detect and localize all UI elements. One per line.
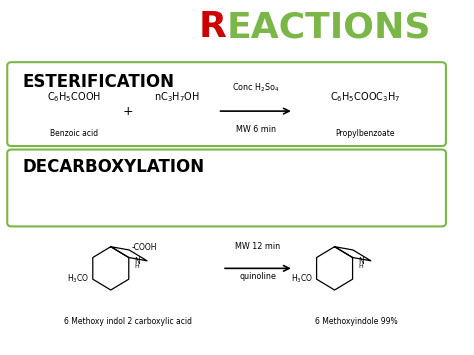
Text: +: + — [123, 105, 133, 118]
Text: ESTERIFICATION: ESTERIFICATION — [23, 73, 175, 91]
Text: 6 Methoxyindole 99%: 6 Methoxyindole 99% — [315, 317, 398, 326]
Text: C$_6$H$_5$COOH: C$_6$H$_5$COOH — [47, 90, 101, 104]
Text: MW 12 min: MW 12 min — [236, 242, 281, 251]
Text: DECARBOXYLATION: DECARBOXYLATION — [23, 158, 205, 176]
FancyBboxPatch shape — [7, 62, 446, 146]
Text: H$_3$CO: H$_3$CO — [67, 273, 90, 285]
FancyBboxPatch shape — [7, 149, 446, 226]
Text: Conc H$_2$So$_4$: Conc H$_2$So$_4$ — [232, 81, 280, 94]
Text: quinoline: quinoline — [239, 272, 276, 281]
Text: R: R — [199, 10, 227, 44]
Text: H$_3$CO: H$_3$CO — [291, 273, 313, 285]
Text: H: H — [358, 264, 363, 269]
Text: -COOH: -COOH — [131, 243, 156, 252]
Text: N: N — [358, 257, 364, 266]
Text: EACTIONS: EACTIONS — [227, 10, 431, 44]
Text: C$_6$H$_5$COOC$_3$H$_7$: C$_6$H$_5$COOC$_3$H$_7$ — [330, 90, 401, 104]
Text: nC$_3$H$_7$OH: nC$_3$H$_7$OH — [155, 90, 201, 104]
Text: Benzoic acid: Benzoic acid — [50, 129, 99, 138]
Text: N: N — [134, 257, 140, 266]
Text: Propylbenzoate: Propylbenzoate — [336, 129, 395, 138]
Text: MW 6 min: MW 6 min — [236, 125, 276, 134]
Text: H: H — [135, 264, 139, 269]
Text: 6 Methoxy indol 2 carboxylic acid: 6 Methoxy indol 2 carboxylic acid — [64, 317, 192, 326]
